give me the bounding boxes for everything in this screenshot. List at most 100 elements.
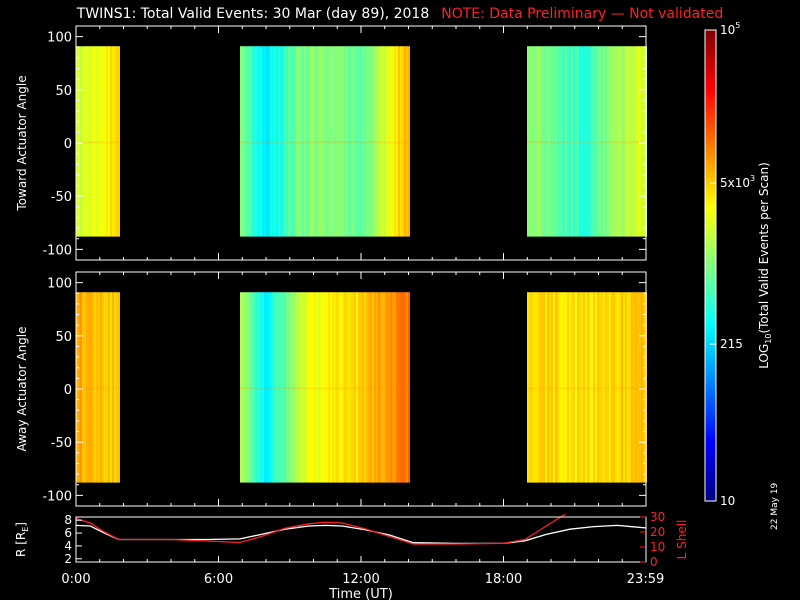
heatmap-column — [607, 46, 609, 237]
colorbar-band — [705, 498, 716, 500]
heatmap-column — [623, 46, 625, 237]
heatmap-column — [539, 46, 541, 237]
heatmap-column — [102, 46, 104, 237]
colorbar-band — [705, 228, 716, 230]
heatmap-column — [559, 292, 561, 483]
colorbar-band — [705, 292, 716, 294]
heatmap-column — [370, 292, 372, 483]
heatmap-column — [284, 46, 286, 237]
colorbar-band — [705, 465, 716, 467]
colorbar-band — [705, 148, 716, 150]
heatmap-column — [637, 46, 639, 237]
colorbar-band — [705, 250, 716, 252]
colorbar-band — [705, 132, 716, 134]
colorbar-band — [705, 388, 716, 390]
colorbar-band — [705, 361, 716, 363]
colorbar-band — [705, 78, 716, 80]
heatmap-column — [362, 46, 364, 237]
colorbar-band — [705, 163, 716, 165]
heatmap-column — [529, 292, 531, 483]
heatmap-column — [621, 46, 623, 237]
heatmap-column — [324, 292, 326, 483]
x-tick-label: 0:00 — [61, 572, 90, 587]
colorbar-band — [705, 385, 716, 387]
colorbar-band — [705, 191, 716, 193]
colorbar-band — [705, 240, 716, 242]
colorbar-tick-label: 215 — [720, 337, 743, 351]
colorbar-band — [705, 239, 716, 241]
colorbar-band — [705, 268, 716, 270]
colorbar-band — [705, 350, 716, 352]
heatmap-column — [90, 46, 92, 237]
heatmap-column — [116, 46, 118, 237]
heatmap-column — [627, 46, 629, 237]
colorbar-band — [705, 102, 716, 104]
colorbar-band — [705, 185, 716, 187]
heatmap-column — [392, 46, 394, 237]
colorbar-band — [705, 455, 716, 457]
heatmap-column — [244, 46, 246, 237]
colorbar-band — [705, 190, 716, 192]
heatmap-column — [316, 46, 318, 237]
colorbar-band — [705, 48, 716, 50]
heatmap-column — [547, 292, 549, 483]
lshell-axis-label: L Shell — [675, 520, 689, 560]
colorbar-band — [705, 452, 716, 454]
colorbar-band — [705, 167, 716, 169]
heatmap-column — [398, 46, 400, 237]
colorbar-band — [705, 353, 716, 355]
heatmap-column — [613, 46, 615, 237]
heatmap-column — [248, 292, 250, 483]
heatmap-column — [316, 292, 318, 483]
colorbar-band — [705, 252, 716, 254]
colorbar-band — [705, 255, 716, 257]
colorbar-band — [705, 257, 716, 259]
colorbar-band — [705, 81, 716, 83]
colorbar-band — [705, 486, 716, 488]
colorbar-band — [705, 117, 716, 119]
colorbar-band — [705, 372, 716, 374]
colorbar-band — [705, 423, 716, 425]
heatmap-column — [563, 292, 565, 483]
colorbar-band — [705, 490, 716, 492]
y-tick-label: 0 — [64, 137, 72, 152]
heatmap-column — [533, 46, 535, 237]
colorbar-band — [705, 320, 716, 322]
heatmap-column — [531, 46, 533, 237]
heatmap-column — [384, 292, 386, 483]
colorbar-band — [705, 109, 716, 111]
colorbar-band — [705, 157, 716, 159]
colorbar-band — [705, 398, 716, 400]
colorbar-band — [705, 384, 716, 386]
colorbar-band — [705, 247, 716, 249]
colorbar-band — [705, 166, 716, 168]
colorbar-band — [705, 390, 716, 392]
colorbar-band — [705, 404, 716, 406]
colorbar-band — [705, 359, 716, 361]
heatmap-column — [639, 292, 641, 483]
colorbar-band — [705, 348, 716, 350]
colorbar-band — [705, 273, 716, 275]
heatmap-column — [627, 292, 629, 483]
heatmap-column — [312, 46, 314, 237]
colorbar-band — [705, 74, 716, 76]
heatmap-column — [254, 46, 256, 237]
colorbar-band — [705, 39, 716, 41]
colorbar-band — [705, 77, 716, 79]
heatmap-column — [264, 46, 266, 237]
colorbar-band — [705, 445, 716, 447]
colorbar-band — [705, 314, 716, 316]
heatmap-column — [639, 46, 641, 237]
y-tick-label: 50 — [55, 84, 72, 99]
colorbar-band — [705, 100, 716, 102]
heatmap-column — [320, 46, 322, 237]
colorbar-band — [705, 298, 716, 300]
heatmap-column — [338, 292, 340, 483]
heatmap-column — [330, 46, 332, 237]
colorbar-band — [705, 150, 716, 152]
colorbar-band — [705, 197, 716, 199]
colorbar-band — [705, 446, 716, 448]
colorbar-band — [705, 286, 716, 288]
colorbar-band — [705, 129, 716, 131]
colorbar-band — [705, 340, 716, 342]
